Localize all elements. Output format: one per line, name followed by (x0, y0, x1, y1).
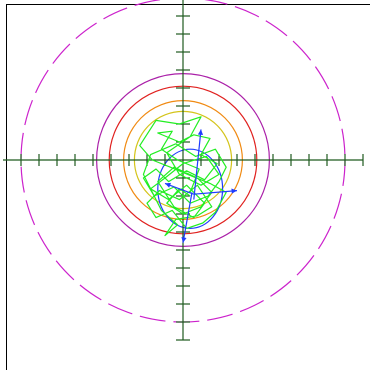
arrow-left-head (165, 182, 171, 188)
arrow-up-head (197, 129, 204, 136)
arrow-up-shaft (193, 129, 202, 200)
trace-line (139, 116, 227, 237)
arrow-right-shaft (193, 190, 238, 195)
arrow-right-head (231, 188, 237, 194)
frame (6, 4, 370, 370)
ring-blue-ellipse (157, 148, 224, 230)
trace-layer (139, 116, 227, 237)
arrow-down-shaft (182, 192, 193, 243)
arrow-down-head (181, 237, 187, 243)
arrows (164, 129, 238, 243)
axes (3, 0, 364, 341)
